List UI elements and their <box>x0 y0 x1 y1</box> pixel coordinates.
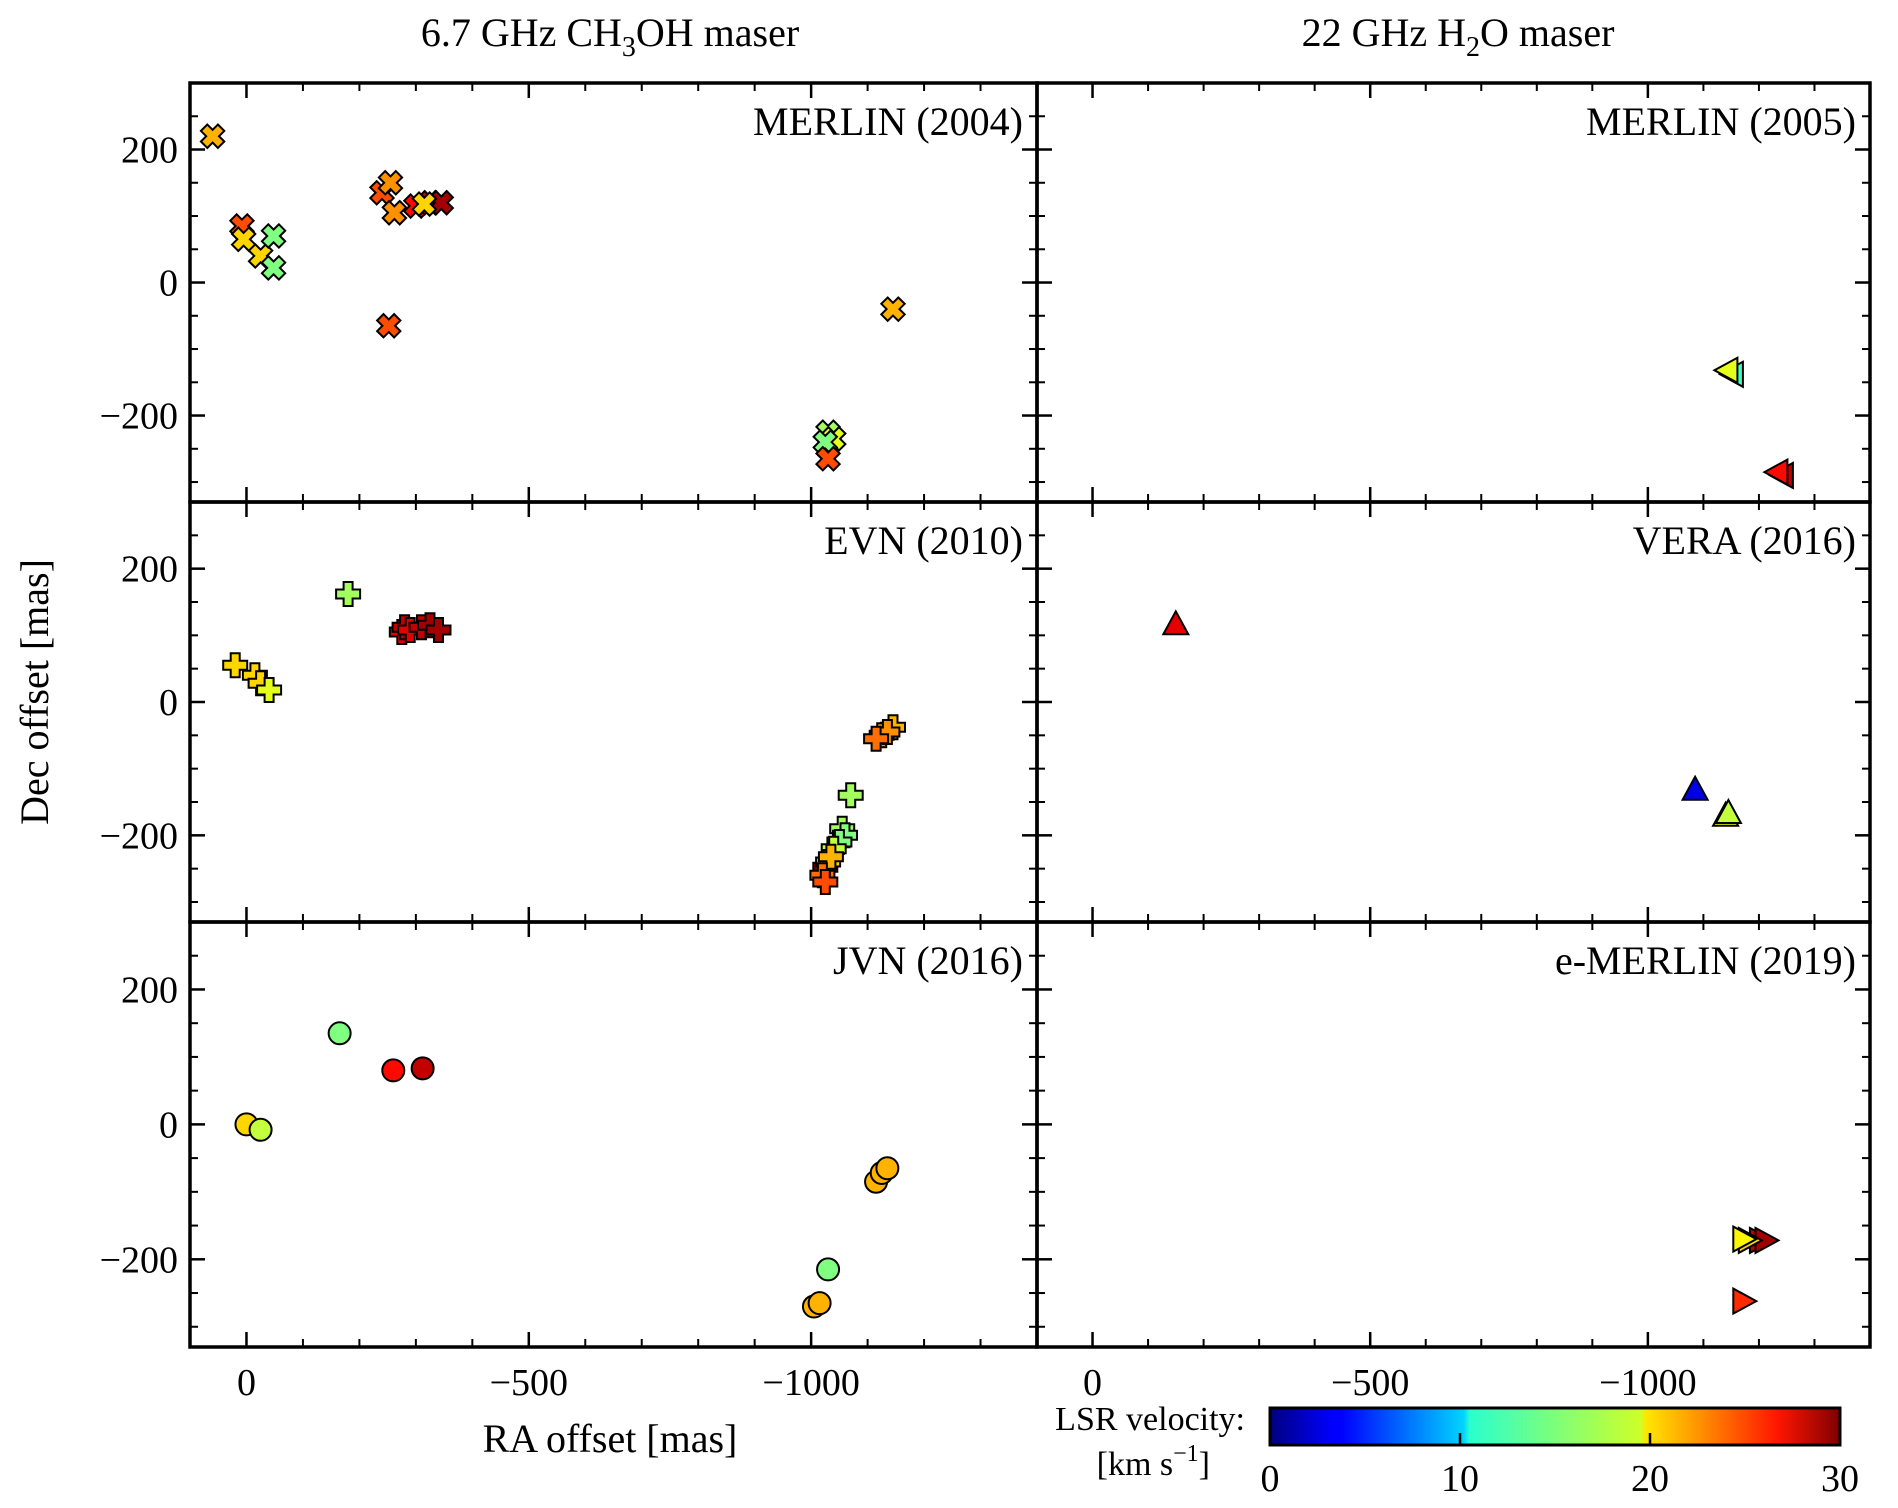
panels: 200 0 −200 MERLIN (2004) MERLIN (2005) 200 0 −2… <box>100 81 1872 1404</box>
colorbar-tick-label: 10 <box>1441 1458 1479 1500</box>
y-tick-label: −200 <box>100 815 178 857</box>
data-point <box>222 652 249 679</box>
panel-label-jvn-2016: JVN (2016) <box>833 938 1023 983</box>
panel-jvn-2016: 200 0 −200 0 −500 −1000 JVN (2016) <box>100 920 1039 1404</box>
data-point <box>1732 1286 1759 1316</box>
colorbar-tick-label: 30 <box>1821 1458 1859 1500</box>
markers-merlin-2005 <box>1712 356 1794 490</box>
y-tick-label: −200 <box>100 396 178 438</box>
ticks-merlin-2004 <box>190 82 1038 502</box>
frame-e-merlin-2019 <box>1035 920 1872 1349</box>
data-point <box>879 296 907 323</box>
data-point <box>816 1257 841 1282</box>
data-point <box>817 843 844 870</box>
column-title-water: 22 GHz H2O maser <box>1302 10 1615 63</box>
panel-label-vera-2016: VERA (2016) <box>1633 518 1856 563</box>
ticks-e-merlin-2019 <box>1037 921 1871 1347</box>
colorbar: LSR velocity: [km s−1] 0 10 20 30 <box>1055 1401 1859 1500</box>
markers-evn-2010 <box>222 581 906 895</box>
markers-merlin-2004 <box>199 123 907 472</box>
data-point <box>812 869 839 895</box>
panel-vera-2016: VERA (2016) <box>1035 500 1872 924</box>
x-tick-label: −500 <box>1331 1362 1409 1404</box>
panel-label-evn-2010: EVN (2010) <box>824 518 1023 563</box>
x-tick-label: 0 <box>237 1362 256 1404</box>
data-point <box>425 617 452 643</box>
data-point <box>875 1156 900 1181</box>
colorbar-tick-label: 20 <box>1631 1458 1669 1500</box>
colorbar-label-line1: LSR velocity: <box>1055 1401 1245 1438</box>
x-axis-label: RA offset [mas] <box>483 1416 738 1461</box>
x-tick-label: −1000 <box>762 1362 859 1404</box>
panel-label-e-merlin-2019: e-MERLIN (2019) <box>1555 938 1856 983</box>
y-tick-label: 0 <box>159 263 178 305</box>
panel-label-merlin-2005: MERLIN (2005) <box>1586 99 1856 144</box>
data-point <box>410 1056 435 1081</box>
panel-merlin-2004: 200 0 −200 MERLIN (2004) <box>100 81 1039 504</box>
data-point <box>411 190 438 218</box>
data-point <box>1161 609 1190 636</box>
markers-vera-2016 <box>1161 609 1743 827</box>
frame-evn-2010 <box>188 500 1039 924</box>
data-point <box>248 1117 273 1142</box>
panel-merlin-2005: MERLIN (2005) <box>1035 81 1872 504</box>
colorbar-tick-label: 0 <box>1261 1458 1280 1500</box>
panel-label-merlin-2004: MERLIN (2004) <box>753 99 1023 144</box>
y-tick-label: 0 <box>159 682 178 724</box>
data-point <box>260 222 287 250</box>
y-tick-label: 200 <box>121 549 178 591</box>
x-tick-label: 0 <box>1083 1362 1102 1404</box>
y-tick-label: 200 <box>121 969 178 1011</box>
data-point <box>256 677 283 703</box>
data-point <box>199 123 226 150</box>
frame-merlin-2004 <box>188 81 1039 504</box>
data-point <box>814 445 842 472</box>
y-axis-label: Dec offset [mas] <box>12 559 57 825</box>
data-point <box>1714 797 1743 824</box>
data-point <box>260 254 287 282</box>
ticks-merlin-2005 <box>1037 82 1871 502</box>
data-point <box>837 782 864 809</box>
markers-jvn-2016 <box>234 1021 900 1319</box>
data-point <box>1732 1224 1759 1254</box>
y-tick-label: −200 <box>100 1239 178 1281</box>
data-point <box>377 169 404 196</box>
data-point <box>863 725 890 752</box>
panel-evn-2010: 200 0 −200 EVN (2010) <box>100 500 1039 924</box>
frame-jvn-2016 <box>188 920 1039 1349</box>
data-point <box>327 1021 352 1046</box>
data-point <box>381 199 408 226</box>
ticks-vera-2016 <box>1037 501 1871 922</box>
data-point <box>1762 457 1789 487</box>
frame-merlin-2005 <box>1035 81 1872 504</box>
data-point <box>1680 774 1710 801</box>
data-point <box>375 312 402 339</box>
x-tick-label: −500 <box>490 1362 568 1404</box>
x-tick-label: −1000 <box>1599 1362 1696 1404</box>
frame-vera-2016 <box>1035 500 1872 924</box>
data-point <box>381 1058 406 1083</box>
data-point <box>807 1291 832 1316</box>
colorbar-label-line2: [km s−1] <box>1097 1441 1210 1483</box>
y-tick-label: 0 <box>159 1104 178 1146</box>
data-point <box>230 226 257 253</box>
column-title-methanol: 6.7 GHz CH3OH maser <box>421 10 799 63</box>
ticks-evn-2010 <box>190 501 1038 922</box>
markers-e-merlin-2019 <box>1732 1224 1781 1316</box>
data-point <box>1712 356 1739 385</box>
panel-e-merlin-2019: 0 −500 −1000 e-MERLIN (2019) <box>1035 920 1872 1404</box>
y-tick-label: 200 <box>121 130 178 172</box>
colorbar-gradient <box>1268 1406 1842 1447</box>
data-point <box>335 581 362 607</box>
ticks-jvn-2016 <box>190 921 1038 1347</box>
